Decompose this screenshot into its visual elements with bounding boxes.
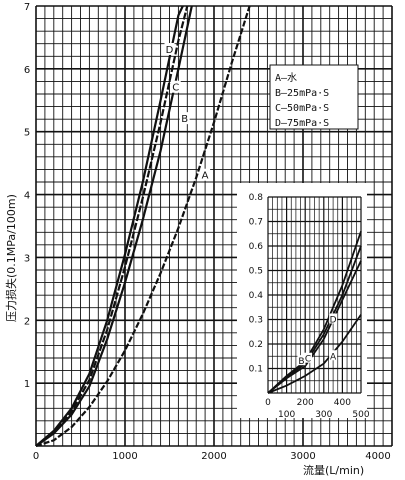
legend-entry-d: D—75mPa·S bbox=[275, 118, 329, 129]
inset-series-label-bg bbox=[297, 355, 306, 366]
y-axis-title: 压力损失(0.1MPa/100m) bbox=[4, 194, 18, 322]
inset-series-label-a: A bbox=[330, 352, 337, 362]
inset-y-tick-label: 0.4 bbox=[249, 291, 264, 301]
inset-series-label-bg bbox=[329, 313, 338, 324]
inset-series-label-d: D bbox=[330, 316, 337, 326]
series-label-c: C bbox=[172, 83, 179, 94]
inset-series-label-bg bbox=[303, 352, 312, 363]
inset-x-tick-label: 100 bbox=[278, 410, 295, 420]
y-tick-label: 2 bbox=[24, 316, 30, 327]
series-line-c bbox=[35, 5, 189, 447]
inset-series-line-a bbox=[267, 314, 362, 394]
inset-y-tick-label: 0.5 bbox=[249, 267, 263, 277]
inset-panel bbox=[237, 183, 367, 418]
y-tick-label: 6 bbox=[24, 65, 30, 76]
series-label-bg bbox=[164, 43, 175, 55]
y-tick-label: 1 bbox=[24, 379, 30, 390]
inset-chart-series: A B C D bbox=[267, 231, 362, 394]
series-label-bg bbox=[170, 80, 181, 93]
y-tick-label: 7 bbox=[24, 2, 30, 13]
inset-chart-grid bbox=[267, 196, 362, 394]
inset-y-tick-label: 0.2 bbox=[249, 340, 263, 350]
inset-y-tick-label: 0.8 bbox=[249, 193, 264, 203]
inset-series-label-bg bbox=[329, 350, 338, 361]
series-label-b: B bbox=[181, 114, 188, 125]
legend-entry-a: A—水 bbox=[275, 72, 297, 84]
inset-y-tick-label: 0.6 bbox=[249, 242, 264, 252]
inset-x-tick-label: 200 bbox=[297, 398, 314, 408]
x-tick-label: 3000 bbox=[290, 451, 315, 462]
x-axis-title: 流量(L/min) bbox=[303, 463, 364, 477]
y-tick-label: 4 bbox=[24, 191, 30, 202]
series-label-a: A bbox=[202, 171, 209, 182]
inset-series-label-b: B bbox=[298, 357, 304, 367]
x-tick-label: 0 bbox=[33, 451, 39, 462]
x-tick-label: 2000 bbox=[201, 451, 226, 462]
series-line-d bbox=[35, 5, 184, 447]
legend-box bbox=[269, 64, 359, 130]
inset-x-tick-label: 300 bbox=[315, 410, 332, 420]
legend-entry-b: B—25mPa·S bbox=[275, 88, 329, 99]
legend-entry-c: C—50mPa·S bbox=[275, 103, 329, 114]
main-chart-series: A B C D bbox=[35, 5, 251, 448]
inset-series-label-c: C bbox=[305, 355, 311, 365]
series-label-bg bbox=[179, 112, 190, 125]
inset-y-tick-label: 0.7 bbox=[249, 218, 263, 228]
inset-x-tick-label: 400 bbox=[334, 398, 351, 408]
inset-x-tick-label: 500 bbox=[352, 410, 369, 420]
inset-y-tick-label: 0.1 bbox=[249, 365, 263, 375]
y-tick-label: 3 bbox=[24, 253, 30, 264]
inset-x-tick-label: 0 bbox=[265, 398, 271, 408]
x-tick-label: 1000 bbox=[112, 451, 137, 462]
series-line-b bbox=[35, 5, 193, 447]
inset-y-tick-label: 0.3 bbox=[249, 316, 263, 326]
legend: A—水 B—25mPa·S C—50mPa·S D—75mPa·S bbox=[269, 64, 359, 130]
inset-series-line-d bbox=[267, 231, 362, 394]
x-tick-label: 4000 bbox=[365, 451, 390, 462]
y-tick-label: 5 bbox=[24, 128, 30, 139]
series-label-bg bbox=[200, 168, 211, 181]
series-label-d: D bbox=[166, 45, 174, 56]
series-line-a bbox=[35, 5, 251, 448]
